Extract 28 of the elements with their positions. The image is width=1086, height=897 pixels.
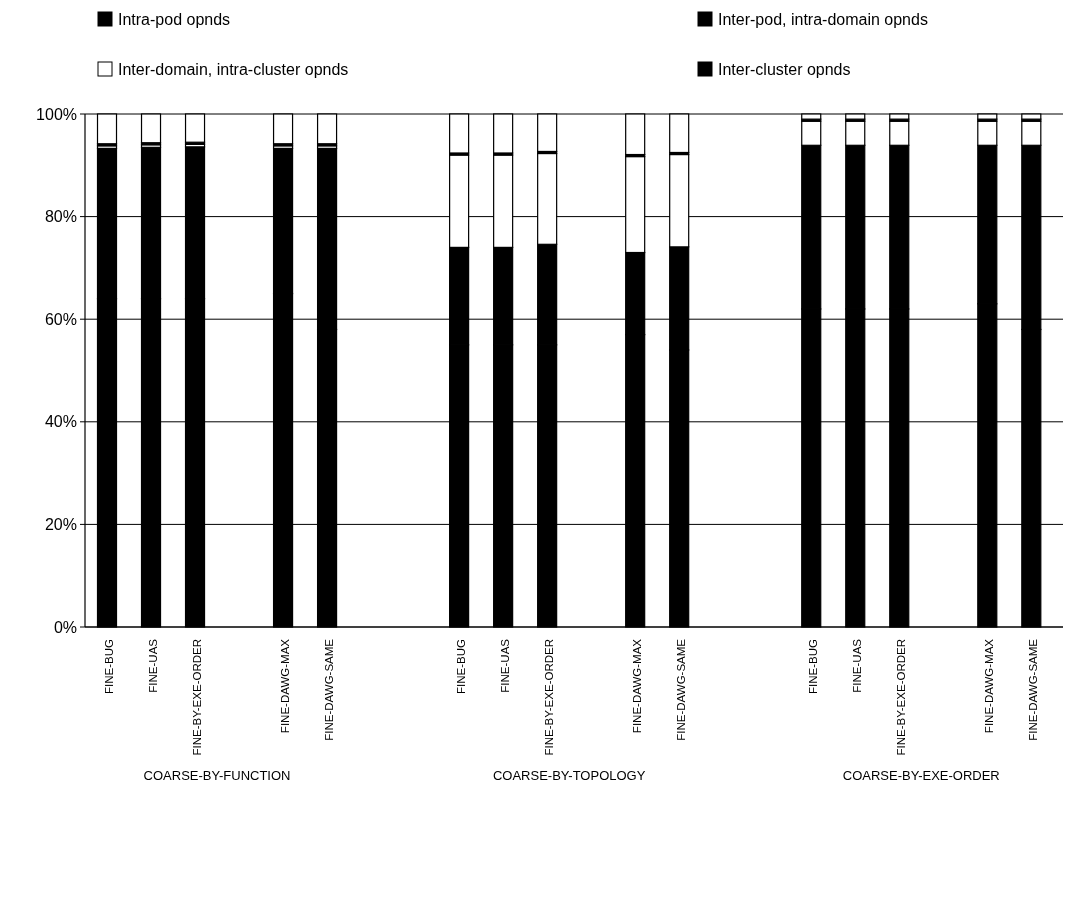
x-tick-label: FINE-DAWG-SAME [323,638,336,741]
legend-label: Inter-pod, intra-domain opnds [718,10,928,28]
y-tick-label: 80% [44,208,77,226]
text: COARSE-BY-TOPOLOGY [492,768,646,783]
text: COARSE-BY-EXE-ORDER [842,768,1000,783]
x-tick-label: FINE-BY-EXE-ORDER [191,639,204,756]
y-tick-label: 0% [53,618,77,636]
y-tick-label: 100% [36,105,77,123]
x-tick-label: FINE-BUG [455,638,468,694]
x-tick-label: FINE-UAS [147,638,160,693]
x-tick-label: FINE-BY-EXE-ORDER [895,639,908,756]
legend-label: Inter-cluster opnds [718,60,851,78]
legend-label: Intra-pod opnds [118,10,231,28]
y-tick-label: 20% [44,516,77,533]
x-tick-label: FINE-DAWG-SAME [1027,638,1040,741]
x-tick-label: FINE-DAWG-SAME [675,638,688,741]
x-tick-label: FINE-BY-EXE-ORDER [543,639,556,756]
x-tick-label: FINE-DAWG-MAX [631,638,644,734]
x-tick-label: FINE-DAWG-MAX [279,638,292,734]
text: COARSE-BY-FUNCTION [143,768,291,783]
x-tick-label: FINE-DAWG-MAX [983,638,996,734]
x-tick-label: FINE-BUG [807,638,820,694]
y-tick-label: 60% [44,310,77,328]
legend-label: Inter-domain, intra-cluster opnds [118,60,349,78]
y-tick-label: 40% [44,413,77,431]
x-tick-label: FINE-BUG [103,638,116,694]
x-tick-label: FINE-UAS [851,638,864,693]
x-tick-label: FINE-UAS [499,638,512,693]
